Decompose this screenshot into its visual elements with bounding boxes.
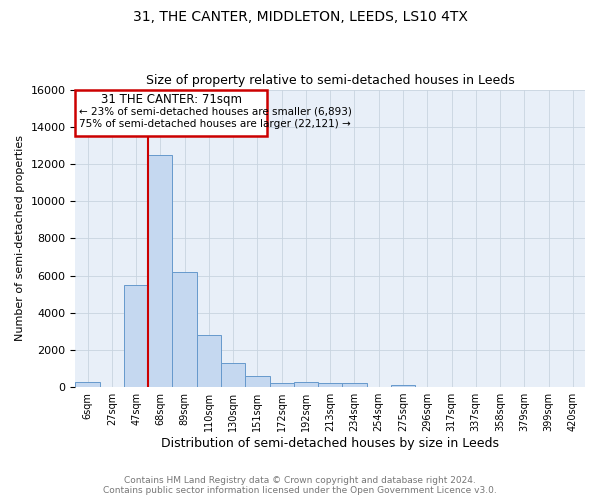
Bar [294, 382, 318, 387]
Text: 75% of semi-detached houses are larger (22,121) →: 75% of semi-detached houses are larger (… [79, 120, 351, 130]
Bar [245, 376, 269, 387]
Text: ← 23% of semi-detached houses are smaller (6,893): ← 23% of semi-detached houses are smalle… [79, 106, 352, 117]
Y-axis label: Number of semi-detached properties: Number of semi-detached properties [15, 136, 25, 342]
Bar [172, 272, 197, 387]
Bar [124, 285, 148, 387]
Text: 31 THE CANTER: 71sqm: 31 THE CANTER: 71sqm [101, 94, 242, 106]
X-axis label: Distribution of semi-detached houses by size in Leeds: Distribution of semi-detached houses by … [161, 437, 499, 450]
Bar [197, 335, 221, 387]
Bar [343, 384, 367, 387]
Bar [76, 382, 100, 387]
Title: Size of property relative to semi-detached houses in Leeds: Size of property relative to semi-detach… [146, 74, 515, 87]
Text: Contains HM Land Registry data © Crown copyright and database right 2024.
Contai: Contains HM Land Registry data © Crown c… [103, 476, 497, 495]
Bar [391, 385, 415, 387]
FancyBboxPatch shape [76, 90, 267, 136]
Bar [269, 384, 294, 387]
Bar [318, 384, 343, 387]
Text: 31, THE CANTER, MIDDLETON, LEEDS, LS10 4TX: 31, THE CANTER, MIDDLETON, LEEDS, LS10 4… [133, 10, 467, 24]
Bar [221, 363, 245, 387]
Bar [148, 154, 172, 387]
